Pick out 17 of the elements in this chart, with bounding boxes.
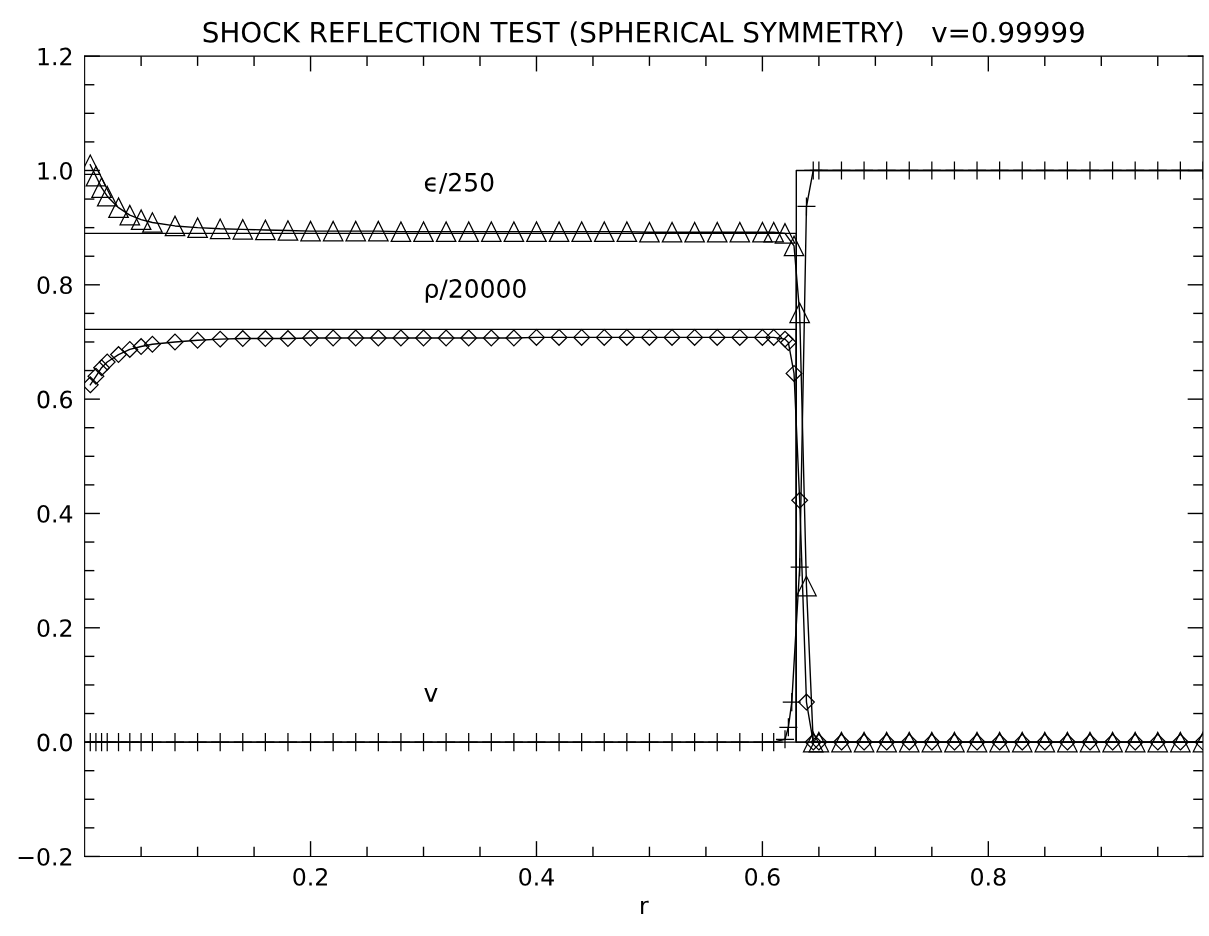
x-tick-label: 0.6 <box>745 867 780 886</box>
chart-title: SHOCK REFLECTION TEST (SPHERICAL SYMMETRY) v=0.99999 <box>203 21 1084 46</box>
x-axis-title: r <box>641 900 649 914</box>
y-tick-label: 1.0 <box>38 161 72 180</box>
x-tick-label: 0.8 <box>971 867 1006 886</box>
y-tick-label: 1.2 <box>38 47 72 66</box>
y-tick-label: 0.6 <box>37 390 73 409</box>
y-tick-label: 0.0 <box>37 733 72 752</box>
x-tick-label: 0.4 <box>519 867 554 886</box>
y-tick-label: 0.4 <box>37 504 73 523</box>
x-tick-label: 0.2 <box>293 867 327 886</box>
y-tick-label: −0.2 <box>18 847 72 866</box>
y-tick-label: 0.2 <box>37 619 72 638</box>
series-label: ϵ/250 <box>424 172 494 194</box>
series-label: ρ/20000 <box>425 279 526 303</box>
y-tick-label: 0.8 <box>37 276 72 295</box>
series-label: v <box>424 688 438 702</box>
